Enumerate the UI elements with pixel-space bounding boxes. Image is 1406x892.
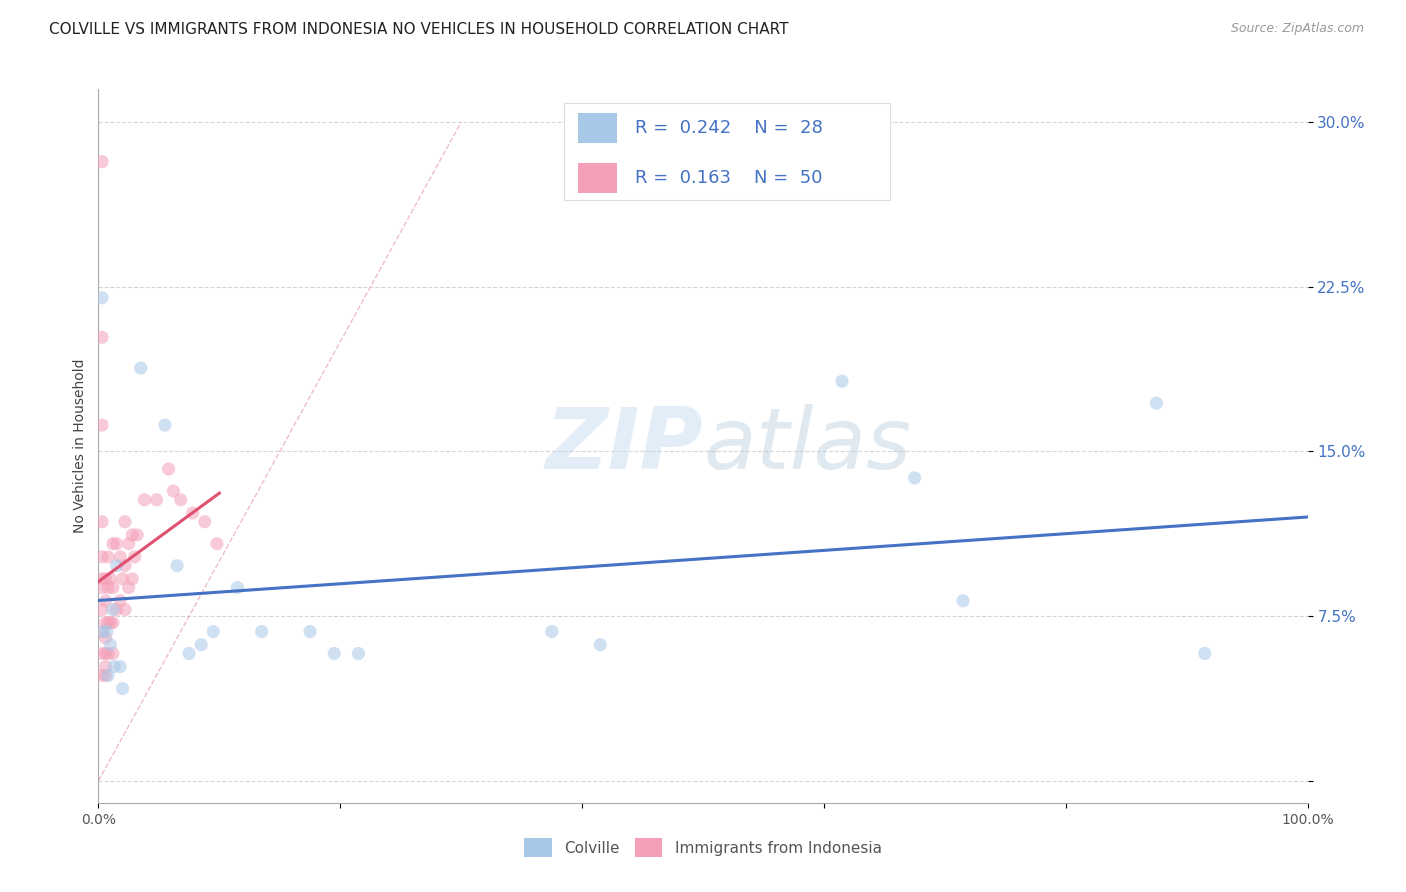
Point <box>91 549 114 564</box>
Point <box>94 631 117 645</box>
Point <box>347 647 370 661</box>
Point <box>105 558 128 573</box>
Point <box>97 615 120 630</box>
Point <box>114 558 136 573</box>
Point <box>108 659 131 673</box>
Point <box>91 647 114 661</box>
Point <box>111 572 134 586</box>
Point <box>166 558 188 573</box>
Point <box>91 668 114 682</box>
Text: Source: ZipAtlas.com: Source: ZipAtlas.com <box>1230 22 1364 36</box>
Point <box>101 615 124 630</box>
Point <box>118 537 141 551</box>
Point <box>94 647 117 661</box>
Point <box>91 624 114 639</box>
Point <box>100 615 122 630</box>
Point <box>91 624 114 639</box>
Point <box>124 549 146 564</box>
Point <box>111 681 134 696</box>
Point <box>169 492 191 507</box>
Point <box>94 594 117 608</box>
Point <box>114 602 136 616</box>
Text: R =  0.163    N =  50: R = 0.163 N = 50 <box>636 169 823 186</box>
Point <box>91 154 114 169</box>
Point <box>952 594 974 608</box>
Point <box>121 572 143 586</box>
Text: atlas: atlas <box>703 404 911 488</box>
Point <box>129 361 152 376</box>
Point <box>96 624 118 639</box>
Point <box>1146 396 1168 410</box>
Point <box>91 572 114 586</box>
Text: R =  0.242    N =  28: R = 0.242 N = 28 <box>636 120 823 137</box>
Point <box>105 602 128 616</box>
Point <box>94 668 117 682</box>
FancyBboxPatch shape <box>564 103 890 200</box>
Point <box>114 515 136 529</box>
Point <box>105 537 128 551</box>
Point <box>194 515 217 529</box>
Point <box>100 638 122 652</box>
Point <box>94 572 117 586</box>
Point <box>91 602 114 616</box>
Point <box>202 624 225 639</box>
Point <box>97 647 120 661</box>
Point <box>323 647 346 661</box>
Point <box>108 594 131 608</box>
Point <box>226 581 249 595</box>
Legend: Colville, Immigrants from Indonesia: Colville, Immigrants from Indonesia <box>519 832 887 863</box>
Point <box>94 659 117 673</box>
Point <box>97 581 120 595</box>
Point <box>91 581 114 595</box>
Point <box>127 528 149 542</box>
Point <box>205 537 228 551</box>
Point <box>118 581 141 595</box>
Point <box>153 418 176 433</box>
Point <box>101 602 124 616</box>
Point <box>1194 647 1216 661</box>
Point <box>97 549 120 564</box>
Point <box>103 659 125 673</box>
Point <box>540 624 562 639</box>
Point <box>250 624 273 639</box>
Point <box>299 624 322 639</box>
Point <box>145 492 167 507</box>
Point <box>904 471 927 485</box>
Point <box>101 537 124 551</box>
Text: COLVILLE VS IMMIGRANTS FROM INDONESIA NO VEHICLES IN HOUSEHOLD CORRELATION CHART: COLVILLE VS IMMIGRANTS FROM INDONESIA NO… <box>49 22 789 37</box>
FancyBboxPatch shape <box>578 113 617 144</box>
Point <box>108 549 131 564</box>
Point <box>589 638 612 652</box>
Point <box>831 374 853 388</box>
Point <box>181 506 204 520</box>
Y-axis label: No Vehicles in Household: No Vehicles in Household <box>73 359 87 533</box>
Point <box>190 638 212 652</box>
Point <box>94 615 117 630</box>
Point <box>121 528 143 542</box>
Point <box>91 515 114 529</box>
Point <box>100 572 122 586</box>
Point <box>179 647 201 661</box>
Point <box>157 462 180 476</box>
FancyBboxPatch shape <box>578 162 617 193</box>
Point <box>101 581 124 595</box>
Point <box>101 647 124 661</box>
Point <box>91 418 114 433</box>
Text: ZIP: ZIP <box>546 404 703 488</box>
Point <box>97 668 120 682</box>
Point <box>162 483 184 498</box>
Point <box>91 291 114 305</box>
Point <box>134 492 156 507</box>
Point <box>91 330 114 344</box>
